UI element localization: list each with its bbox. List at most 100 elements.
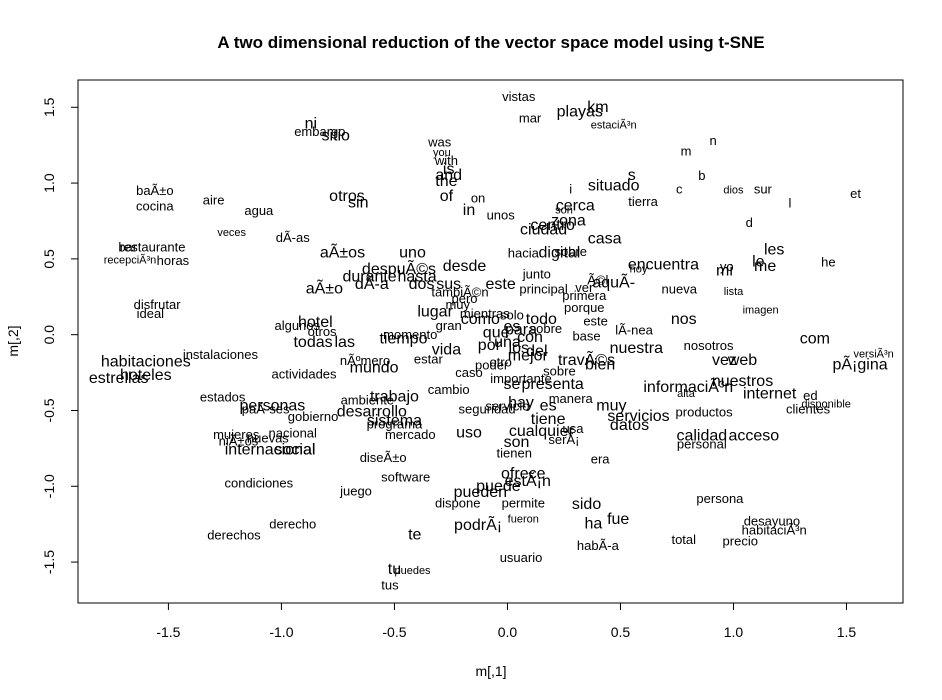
- word-point: bien: [585, 356, 615, 373]
- word-point: nuestra: [610, 340, 663, 357]
- word-point: desde: [443, 258, 487, 275]
- word-point: actividades: [272, 367, 338, 382]
- word-point: junto: [522, 267, 551, 282]
- word-point: vez: [712, 352, 737, 369]
- word-point: como: [461, 311, 500, 328]
- x-axis-label: m[,1]: [475, 663, 506, 679]
- word-point: una: [494, 334, 521, 351]
- word-point: mar: [519, 110, 542, 125]
- word-point: hotel: [298, 314, 333, 331]
- word-point: precio: [723, 533, 758, 548]
- word-point: derecho: [269, 517, 316, 532]
- word-point: yo: [720, 259, 734, 274]
- word-point: unos: [487, 207, 516, 222]
- word-point: aÃ±os: [320, 241, 365, 261]
- word-point: agua: [244, 203, 274, 218]
- word-point: ciudad: [520, 222, 567, 239]
- word-point: in: [463, 202, 475, 219]
- word-point: son: [555, 204, 573, 216]
- word-point: ha: [584, 516, 602, 533]
- word-point: vida: [432, 341, 461, 358]
- word-point: com: [800, 331, 830, 348]
- word-point: encuentra: [628, 256, 699, 273]
- word-point: of: [440, 188, 454, 205]
- word-point: estÃ¡n: [505, 470, 551, 490]
- word-point: paÃ-ses: [242, 401, 290, 416]
- word-point: tu: [388, 561, 401, 578]
- word-point: imagen: [743, 304, 779, 316]
- word-point: tiempo: [379, 331, 427, 348]
- word-point: ver: [575, 280, 594, 295]
- x-tick-label: -1.0: [269, 624, 293, 640]
- word-point: is: [443, 161, 455, 178]
- word-point: este: [486, 276, 516, 293]
- word-point: dios: [723, 185, 744, 197]
- word-point: bar: [118, 239, 137, 254]
- word-point: nÃºmero: [340, 353, 390, 368]
- word-point: alta: [677, 388, 696, 400]
- word-point: habitaciones: [101, 353, 191, 370]
- word-point: the: [435, 173, 457, 190]
- word-point: personas: [239, 397, 305, 414]
- word-point: nueva: [662, 282, 698, 297]
- word-point: pero: [451, 291, 477, 306]
- word-point: otros: [329, 188, 365, 205]
- word-point: digital: [539, 244, 581, 261]
- word-point: nuevas: [247, 430, 289, 445]
- word-point: podrÃ¡: [454, 514, 502, 534]
- word-point: social: [275, 441, 316, 458]
- word-point: ofrece: [501, 466, 546, 483]
- word-point: estaciÃ³n: [591, 118, 637, 131]
- y-tick-label: -1.0: [41, 474, 57, 498]
- word-point: calidad: [676, 428, 727, 445]
- word-point: estrellas: [89, 370, 149, 387]
- word-point: tambiÃ©n: [431, 285, 488, 300]
- word-point: que: [483, 325, 510, 342]
- word-point: era: [591, 451, 611, 466]
- word-point: i: [569, 182, 572, 197]
- word-point: mujeres: [213, 427, 260, 442]
- word-point: total: [671, 532, 696, 547]
- word-point: cerca: [556, 197, 595, 214]
- word-point: otros: [308, 324, 337, 339]
- y-tick-label: 0.0: [41, 325, 57, 345]
- word-point: sitio: [321, 128, 350, 145]
- x-tick-label: -1.5: [156, 624, 180, 640]
- word-point: tierra: [628, 194, 658, 209]
- word-point: sobre: [554, 244, 587, 259]
- word-point: sido: [572, 496, 601, 513]
- word-point: poder: [475, 357, 509, 372]
- word-point: playas: [557, 103, 603, 120]
- y-tick-label: 0.5: [41, 249, 57, 269]
- word-point: ideal: [137, 306, 165, 321]
- word-point: nuestros: [712, 373, 773, 390]
- word-point: internet: [743, 385, 797, 402]
- word-point: seguridad: [459, 401, 516, 416]
- y-tick-label: 1.0: [41, 173, 57, 193]
- word-point: desarrollo: [337, 403, 407, 420]
- word-point: aÃ±o: [306, 278, 343, 298]
- word-point: hoy: [630, 263, 648, 275]
- word-point: sobre: [543, 364, 576, 379]
- word-point: son: [504, 434, 530, 451]
- word-point: sus: [436, 276, 461, 293]
- word-point: algunos: [274, 318, 320, 333]
- word-point: he: [821, 254, 835, 269]
- word-point: caso: [455, 365, 482, 380]
- word-point: aquÃ-: [592, 272, 635, 292]
- word-point: te: [408, 526, 421, 543]
- word-point: presenta: [522, 376, 584, 393]
- word-point: estados: [200, 389, 246, 404]
- word-point: m: [681, 144, 692, 159]
- word-point: gran: [436, 318, 462, 333]
- word-point: fueron: [508, 514, 539, 526]
- word-point: personal: [677, 436, 727, 451]
- word-point: dÃ-a: [355, 273, 389, 293]
- word-point: s: [628, 167, 636, 184]
- word-point: clientes: [786, 401, 831, 416]
- word-point: permite: [502, 495, 545, 510]
- word-point: sur: [754, 182, 773, 197]
- word-point: durante: [342, 269, 396, 286]
- word-point: tienen: [497, 445, 532, 460]
